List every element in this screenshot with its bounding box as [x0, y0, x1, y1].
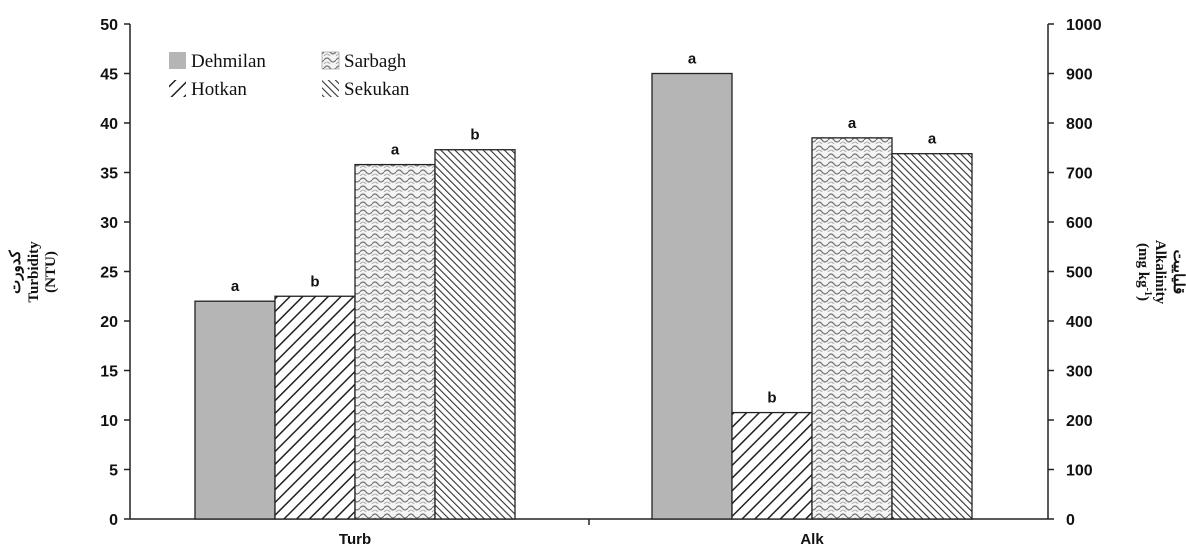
right-y-tick-label: 0	[1066, 512, 1075, 529]
left-y-tick-label: 20	[100, 314, 118, 331]
right-axis-title-fa: قلیاییت	[1170, 250, 1186, 295]
left-y-tick-label: 15	[100, 364, 118, 381]
left-y-tick-label: 25	[100, 265, 118, 282]
left-y-tick-label: 50	[100, 17, 118, 34]
sig-label-turb-sekukan: b	[470, 127, 479, 144]
sig-label-turb-sarbagh: a	[391, 142, 400, 159]
left-y-tick-label: 0	[109, 512, 118, 529]
sig-label-turb-dehmilan: a	[231, 278, 240, 295]
right-y-tick-label: 200	[1066, 413, 1093, 430]
bar-alk-sarbagh	[811, 137, 893, 520]
legend-label-sekukan: Sekukan	[344, 79, 410, 100]
right-y-tick-label: 400	[1066, 314, 1093, 331]
left-axis-title-en: Turbidity	[26, 241, 42, 303]
right-y-tick-label: 600	[1066, 215, 1093, 232]
sig-label-alk-sarbagh: a	[848, 115, 857, 132]
right-y-tick-label: 900	[1066, 67, 1093, 84]
legend-item-sekukan: Sekukan	[322, 79, 410, 100]
legend-item-sarbagh: Sarbagh	[321, 51, 407, 72]
left-axis-unit: (NTU)	[43, 251, 59, 293]
bar-alk-sekukan	[891, 153, 973, 520]
sig-label-alk-dehmilan: a	[688, 51, 697, 68]
legend-label-dehmilan: Dehmilan	[191, 51, 266, 72]
right-y-tick-label: 500	[1066, 265, 1093, 282]
bar-turb-sekukan	[434, 149, 516, 520]
right-y-ticks: 0 100 200 300 400 500 600 700 800 900 1000	[1048, 17, 1102, 529]
legend-swatch-hotkan	[169, 80, 186, 97]
legend-swatch-dehmilan	[169, 52, 186, 69]
plot-area: 0 5 10 15 20 25 30 35 40 45 50 0 100 200 300 400 500 600…	[100, 17, 1101, 548]
sig-label-alk-sekukan: a	[928, 131, 937, 148]
left-axis-title: کدورت Turbidity (NTU)	[8, 241, 59, 303]
bar-turb-dehmilan	[194, 300, 276, 520]
sig-label-turb-hotkan: b	[310, 273, 319, 290]
bars	[194, 72, 973, 520]
left-y-tick-label: 45	[100, 67, 118, 84]
category-label-turb: Turb	[339, 531, 371, 548]
left-y-tick-label: 30	[100, 215, 118, 232]
left-y-ticks: 0 5 10 15 20 25 30 35 40 45 50	[100, 17, 130, 529]
left-y-tick-label: 35	[100, 166, 118, 183]
category-label-alk: Alk	[800, 531, 824, 548]
right-y-tick-label: 100	[1066, 463, 1093, 480]
right-axis-title: قلیاییت Alkalinity (mg kg-1)	[1135, 240, 1186, 305]
right-y-tick-label: 800	[1066, 116, 1093, 133]
left-y-tick-label: 10	[100, 413, 118, 430]
legend-item-hotkan: Hotkan	[169, 79, 247, 100]
bar-alk-dehmilan	[651, 72, 733, 520]
legend-label-hotkan: Hotkan	[191, 79, 247, 100]
right-axis-unit-main: (mg kg	[1135, 243, 1151, 288]
sig-label-alk-hotkan: b	[767, 390, 776, 407]
right-y-tick-label: 300	[1066, 364, 1093, 381]
right-axis-title-en: Alkalinity	[1152, 240, 1168, 305]
bar-alk-hotkan	[731, 411, 813, 520]
right-axis-unit: (mg kg-1)	[1135, 243, 1153, 301]
legend-item-dehmilan: Dehmilan	[169, 51, 266, 72]
left-y-tick-label: 40	[100, 116, 118, 133]
bar-turb-sarbagh	[354, 163, 436, 520]
left-axis-title-fa: کدورت	[8, 249, 24, 293]
bar-turb-hotkan	[274, 295, 356, 520]
category-labels: Turb Alk	[339, 531, 824, 548]
legend-swatch-sarbagh	[321, 51, 340, 70]
right-axis-unit-sup: -1	[1142, 288, 1153, 296]
legend: Dehmilan Sarbagh Hotkan Sekukan	[169, 51, 410, 100]
legend-swatch-sekukan	[322, 80, 339, 97]
right-y-tick-label: 700	[1066, 166, 1093, 183]
legend-label-sarbagh: Sarbagh	[344, 51, 407, 72]
significance-labels: a b a b a b a a	[231, 51, 937, 407]
right-y-tick-label: 1000	[1066, 17, 1102, 34]
left-y-tick-label: 5	[109, 463, 118, 480]
right-axis-unit-close: )	[1135, 296, 1151, 301]
